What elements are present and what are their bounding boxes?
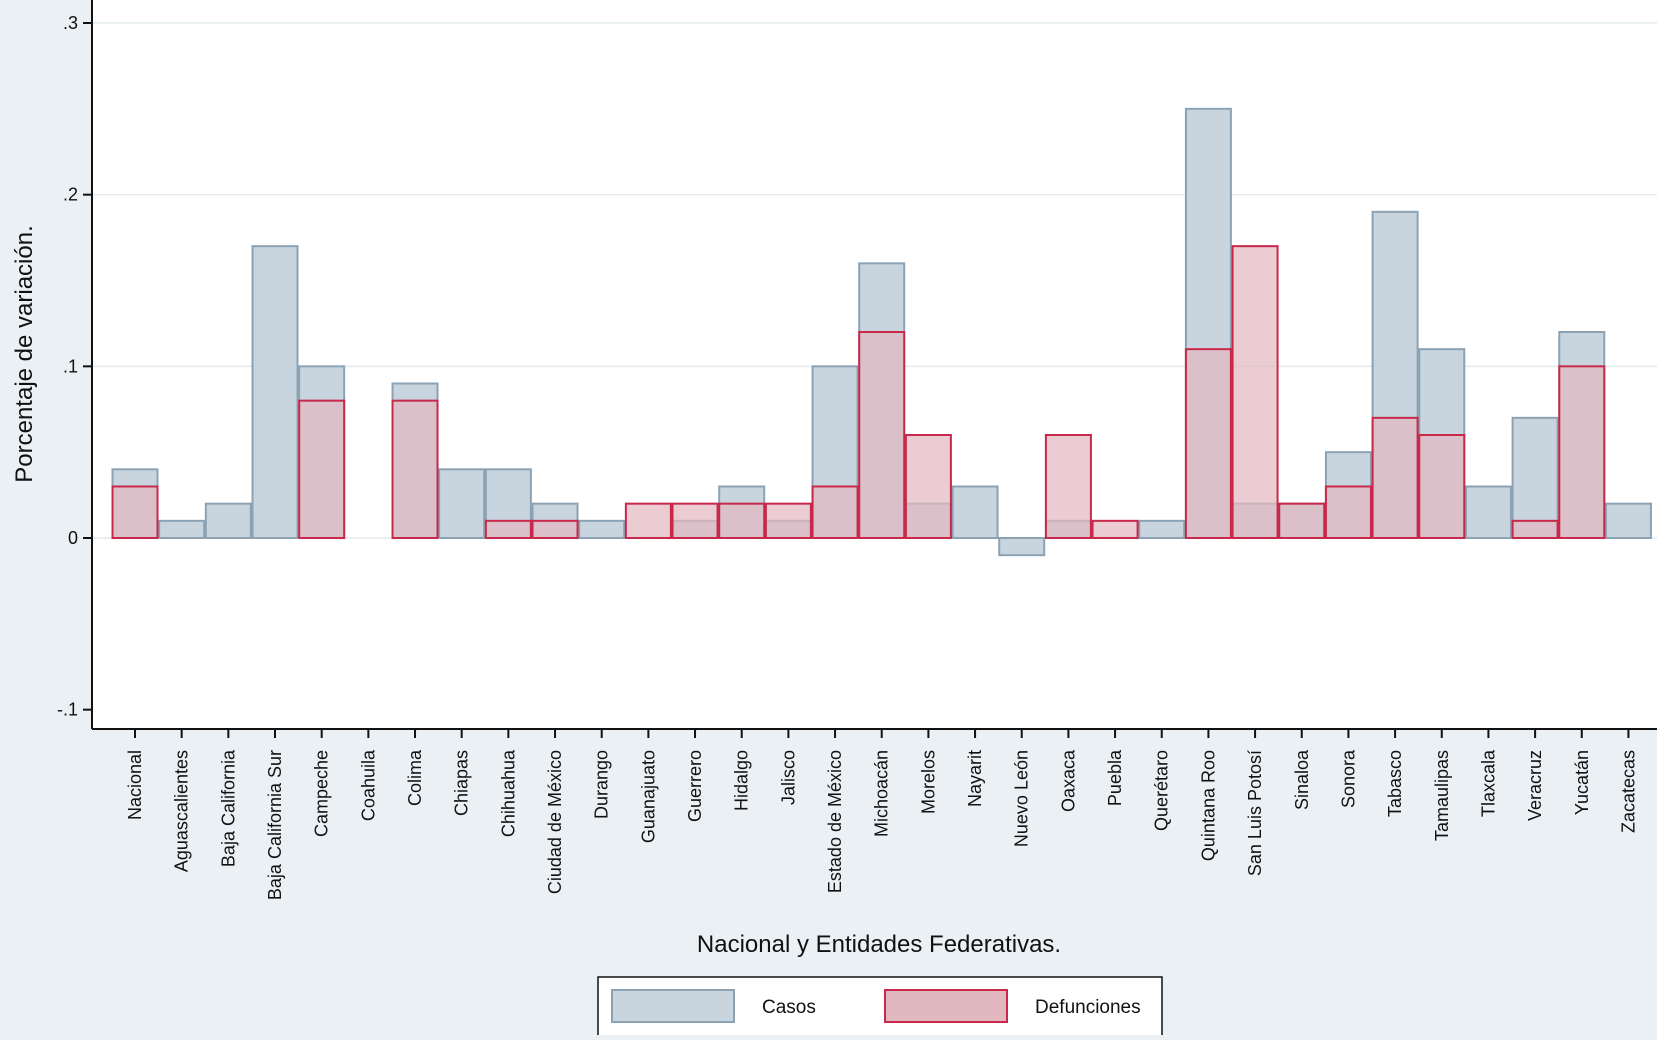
series-defunciones-bars bbox=[111, 245, 1606, 540]
x-axis-label: Nacional y Entidades Federativas. bbox=[697, 931, 1061, 958]
x-tick-label: Quintana Roo bbox=[1198, 750, 1218, 861]
bar-defunciones bbox=[1091, 519, 1139, 539]
x-tick-label: Ciudad de México bbox=[545, 750, 565, 894]
x-tick-labels: Nacional Aguascalientes Baja California Baj… bbox=[125, 729, 1638, 900]
bar-casos bbox=[578, 519, 626, 539]
y-tick-label: -.1 bbox=[57, 700, 78, 720]
x-tick-label: Sonora bbox=[1338, 749, 1358, 808]
bar-defunciones bbox=[298, 399, 346, 539]
x-tick-label: Tabasco bbox=[1385, 750, 1405, 817]
legend-label-casos: Casos bbox=[762, 997, 816, 1018]
x-tick-label: Yucatán bbox=[1572, 750, 1592, 815]
legend-swatch-defunciones bbox=[884, 989, 1008, 1023]
y-tick-label: 0 bbox=[68, 528, 78, 548]
x-tick-label: Hidalgo bbox=[732, 750, 752, 811]
x-tick-label: Puebla bbox=[1105, 749, 1125, 806]
bar-defunciones bbox=[904, 434, 952, 539]
y-tick-label: .2 bbox=[63, 185, 78, 205]
bar-casos bbox=[1138, 519, 1186, 539]
x-tick-label: Coahuila bbox=[358, 749, 378, 821]
bar-defunciones bbox=[111, 485, 159, 539]
x-tick-label: Durango bbox=[592, 750, 612, 819]
bar-defunciones bbox=[1558, 365, 1606, 540]
bar-casos bbox=[1464, 485, 1512, 539]
bar-defunciones bbox=[1324, 485, 1372, 539]
x-tick-label: Michoacán bbox=[872, 750, 892, 837]
bar-casos bbox=[998, 537, 1046, 557]
axes bbox=[91, 0, 1657, 730]
x-tick-label: Tamaulipas bbox=[1432, 750, 1452, 841]
bar-defunciones bbox=[671, 502, 719, 539]
x-tick-label: Jalisco bbox=[778, 750, 798, 805]
bar-defunciones bbox=[1371, 416, 1419, 540]
bar-casos bbox=[204, 502, 252, 539]
x-tick-label: Tlaxcala bbox=[1478, 749, 1498, 817]
bar-defunciones bbox=[1044, 434, 1092, 539]
legend: Casos Defunciones bbox=[597, 976, 1163, 1038]
x-tick-label: Baja California bbox=[218, 749, 238, 867]
x-tick-label: San Luis Potosí bbox=[1245, 750, 1265, 876]
bar-casos bbox=[251, 245, 299, 540]
x-tick-label: Baja California Sur bbox=[265, 750, 285, 900]
legend-label-defunciones: Defunciones bbox=[1035, 997, 1141, 1018]
x-tick-label: Nacional bbox=[125, 750, 145, 820]
bar-casos bbox=[438, 468, 486, 540]
x-tick-label: Guanajuato bbox=[638, 750, 658, 843]
bar-defunciones bbox=[1511, 519, 1559, 539]
bar-defunciones bbox=[1278, 502, 1326, 539]
x-tick-label: Oaxaca bbox=[1058, 749, 1078, 812]
bar-defunciones bbox=[484, 519, 532, 539]
bar-defunciones bbox=[531, 519, 579, 539]
bar-casos bbox=[158, 519, 206, 539]
bar-defunciones bbox=[764, 502, 812, 539]
y-tick-label: .3 bbox=[63, 13, 78, 33]
bar-defunciones bbox=[391, 399, 439, 539]
bar-defunciones bbox=[624, 502, 672, 539]
x-tick-label: Zacatecas bbox=[1618, 750, 1638, 833]
x-tick-label: Sinaloa bbox=[1292, 749, 1312, 810]
x-tick-label: Guerrero bbox=[685, 750, 705, 822]
x-tick-label: Nuevo León bbox=[1012, 750, 1032, 847]
bar-defunciones bbox=[718, 502, 766, 539]
x-tick-label: Chihuahua bbox=[498, 749, 518, 837]
x-tick-label: Colima bbox=[405, 749, 425, 806]
bar-defunciones bbox=[1184, 348, 1232, 539]
y-axis-label: Porcentaje de variación. bbox=[11, 225, 38, 482]
x-tick-label: Nayarit bbox=[965, 750, 985, 807]
bar-defunciones bbox=[1231, 245, 1279, 540]
x-tick-label: Morelos bbox=[918, 750, 938, 814]
x-tick-label: Campeche bbox=[312, 750, 332, 837]
x-tick-label: Querétaro bbox=[1152, 750, 1172, 831]
x-tick-label: Estado de México bbox=[825, 750, 845, 893]
y-tick-label: .1 bbox=[63, 356, 78, 376]
bar-casos bbox=[1511, 416, 1559, 540]
bar-defunciones bbox=[858, 331, 906, 539]
bar-defunciones bbox=[1418, 434, 1466, 539]
x-tick-label: Veracruz bbox=[1525, 750, 1545, 821]
legend-swatch-casos bbox=[611, 989, 735, 1023]
bar-casos bbox=[951, 485, 999, 539]
x-tick-label: Aguascalientes bbox=[172, 750, 192, 872]
y-tick-labels: .3 .2 .1 0 -.1 bbox=[57, 13, 92, 720]
x-tick-label: Chiapas bbox=[452, 750, 472, 816]
bar-casos bbox=[1604, 502, 1652, 539]
bar-defunciones bbox=[811, 485, 859, 539]
